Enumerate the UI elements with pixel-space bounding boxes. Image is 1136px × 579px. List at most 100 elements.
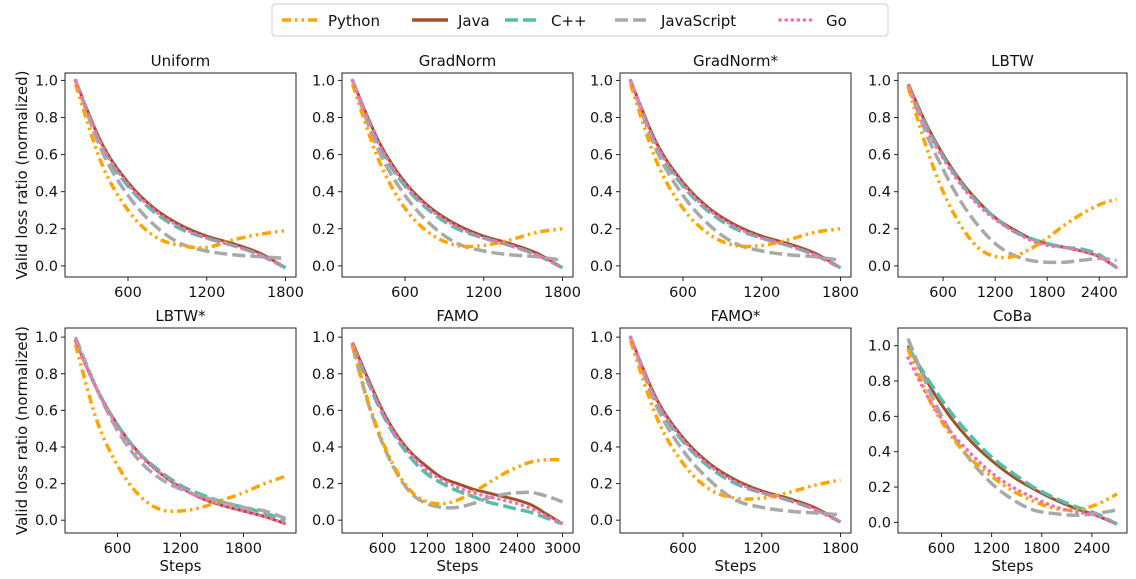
line-cpp [631, 80, 841, 267]
x-tick-label: 600 [929, 285, 957, 301]
y-tick-label: 0.2 [312, 222, 335, 238]
y-tick-label: 0.8 [35, 367, 58, 383]
x-tick-label: 1200 [743, 541, 780, 557]
y-tick-label: 1.0 [590, 73, 613, 89]
y-tick-label: 0.6 [868, 409, 891, 425]
series-group [352, 80, 562, 267]
y-tick-label: 1.0 [312, 330, 335, 346]
y-tick-label: 0.6 [590, 148, 613, 164]
legend-label: Java [457, 12, 490, 30]
x-axis-label: Steps [437, 557, 479, 575]
x-tick-label: 600 [104, 541, 132, 557]
panel-title: FAMO [436, 307, 478, 325]
y-tick-label: 1.0 [868, 339, 891, 355]
y-tick-label: 1.0 [35, 330, 58, 346]
x-tick-label: 1200 [743, 285, 780, 301]
x-tick-label: 1200 [188, 285, 225, 301]
line-cpp [908, 347, 1117, 524]
y-tick-label: 0.0 [590, 513, 613, 529]
y-tick-label: 0.4 [868, 185, 891, 201]
x-tick-label: 1800 [1029, 285, 1066, 301]
y-tick-label: 0.0 [312, 259, 335, 275]
y-tick-label: 0.0 [868, 515, 891, 531]
line-java [631, 337, 841, 522]
y-tick-label: 0.6 [35, 403, 58, 419]
y-tick-label: 0.2 [590, 477, 613, 493]
y-tick-label: 0.8 [590, 367, 613, 383]
x-tick-label: 1800 [267, 285, 304, 301]
line-java [76, 341, 286, 524]
line-go [76, 341, 286, 524]
y-tick-label: 0.4 [35, 440, 58, 456]
y-tick-label: 0.0 [35, 513, 58, 529]
line-cpp [353, 80, 563, 267]
line-go [631, 80, 841, 267]
x-tick-label: 600 [369, 541, 397, 557]
line-java [353, 343, 563, 524]
series-group [75, 80, 285, 267]
x-axis-label: Steps [715, 557, 757, 575]
y-tick-label: 1.0 [868, 73, 891, 89]
y-tick-label: 0.4 [590, 185, 613, 201]
series-group [352, 343, 562, 524]
x-tick-label: 1800 [1023, 541, 1060, 557]
line-java [908, 84, 1116, 268]
panel-title: Uniform [151, 52, 211, 70]
legend-label: JavaScript [660, 12, 736, 30]
y-tick-label: 0.6 [35, 148, 58, 164]
series-group [908, 84, 1116, 268]
line-python [76, 84, 286, 248]
y-tick-label: 0.8 [312, 367, 335, 383]
axes-frame [898, 328, 1127, 533]
y-tick-label: 0.2 [35, 477, 58, 493]
panel-title: LBTW [991, 52, 1034, 70]
x-tick-label: 1800 [225, 541, 262, 557]
x-tick-label: 600 [669, 285, 697, 301]
panel-title: GradNorm* [693, 52, 778, 70]
axes-frame [65, 328, 296, 533]
line-go [908, 358, 1117, 524]
y-tick-label: 1.0 [312, 73, 335, 89]
y-tick-label: 0.8 [35, 111, 58, 127]
y-tick-label: 0.8 [868, 374, 891, 390]
x-tick-label: 1200 [409, 541, 446, 557]
x-tick-label: 1800 [544, 285, 581, 301]
y-tick-label: 0.0 [35, 259, 58, 275]
y-tick-label: 0.2 [312, 477, 335, 493]
x-tick-label: 1800 [822, 541, 859, 557]
axes-frame [342, 328, 573, 533]
x-tick-label: 600 [391, 285, 419, 301]
panel-title: FAMO* [711, 307, 761, 325]
y-tick-label: 0.4 [312, 440, 335, 456]
y-tick-label: 0.0 [312, 513, 335, 529]
y-tick-label: 0.0 [590, 259, 613, 275]
line-cpp [76, 341, 286, 520]
series-group [630, 337, 840, 522]
legend-label: Go [826, 12, 847, 30]
line-javascript [908, 86, 1116, 262]
x-tick-label: 1200 [973, 541, 1010, 557]
axes-frame [898, 73, 1127, 277]
axes-frame [620, 328, 851, 533]
panel-title: LBTW* [155, 307, 206, 325]
y-tick-label: 0.8 [312, 111, 335, 127]
x-axis-label: Steps [160, 557, 202, 575]
x-tick-label: 600 [669, 541, 697, 557]
y-tick-label: 0.2 [35, 222, 58, 238]
line-python [353, 344, 563, 503]
x-tick-label: 600 [928, 541, 956, 557]
y-tick-label: 0.4 [312, 185, 335, 201]
series-group [75, 337, 285, 524]
x-tick-label: 1200 [977, 285, 1014, 301]
x-tick-label: 1800 [822, 285, 859, 301]
y-tick-label: 0.0 [868, 259, 891, 275]
y-tick-label: 0.2 [868, 480, 891, 496]
